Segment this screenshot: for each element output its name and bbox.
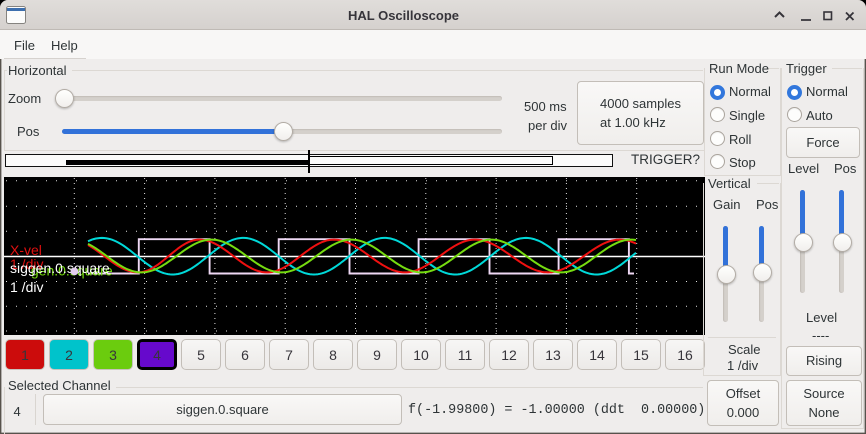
svg-text:X-vel: X-vel (10, 242, 42, 258)
svg-text:1 /div: 1 /div (10, 256, 43, 272)
svg-text:siggen.0.square: siggen.0.square (10, 260, 110, 276)
svg-text:1 /div: 1 /div (10, 279, 43, 295)
